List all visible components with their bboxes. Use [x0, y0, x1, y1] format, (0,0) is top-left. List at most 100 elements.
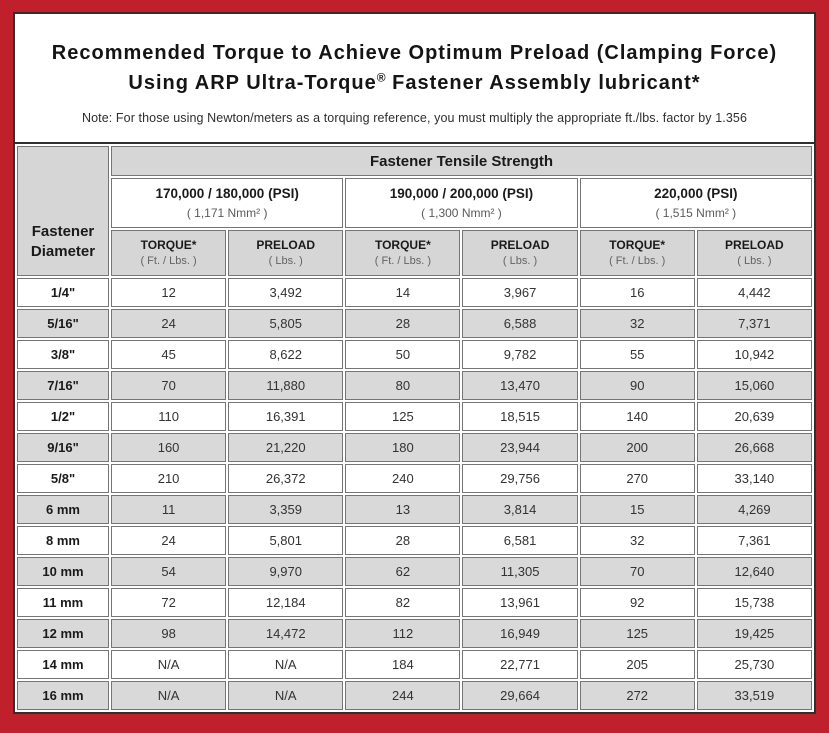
value-cell: 5,805: [228, 309, 344, 338]
psi-value: 170,000 / 180,000 (PSI): [155, 186, 299, 201]
value-cell: 29,664: [462, 681, 578, 710]
table-wrap: Fastener Diameter Fastener Tensile Stren…: [15, 142, 814, 712]
diameter-cell: 14 mm: [17, 650, 109, 679]
value-cell: 54: [111, 557, 227, 586]
value-cell: 9,970: [228, 557, 344, 586]
torque-column-header: TORQUE* ( Ft. / Lbs. ): [111, 230, 227, 276]
value-cell: 23,944: [462, 433, 578, 462]
table-row: 5/16" 24 5,805 28 6,588 32 7,371: [17, 309, 812, 338]
value-cell: 180: [345, 433, 461, 462]
value-cell: 3,492: [228, 278, 344, 307]
value-cell: 92: [579, 588, 695, 617]
value-cell: 24: [111, 526, 227, 555]
tensile-strength-row: Fastener Diameter Fastener Tensile Stren…: [17, 146, 812, 276]
value-cell: 244: [345, 681, 461, 710]
value-cell: 15: [579, 495, 695, 524]
column-unit: ( Lbs. ): [268, 255, 303, 267]
column-unit: ( Lbs. ): [502, 255, 538, 267]
value-cell: 14: [345, 278, 461, 307]
torque-column-header: TORQUE* ( Ft. / Lbs. ): [345, 230, 461, 276]
value-cell: 4,442: [696, 278, 812, 307]
diameter-cell: 7/16": [17, 371, 109, 400]
column-unit: ( Ft. / Lbs. ): [609, 255, 666, 267]
value-cell: 14,472: [228, 619, 344, 648]
fastener-diameter-line-2: Diameter: [30, 243, 96, 260]
table-row: 9/16" 160 21,220 180 23,944 200 26,668: [17, 433, 812, 462]
value-cell: N/A: [111, 681, 227, 710]
value-cell: 7,361: [696, 526, 812, 555]
value-cell: 82: [345, 588, 461, 617]
value-cell: 33,140: [696, 464, 812, 493]
column-label: TORQUE*: [374, 238, 431, 252]
table-row: 10 mm 54 9,970 62 11,305 70 12,640: [17, 557, 812, 586]
value-cell: 28: [345, 309, 461, 338]
value-cell: 20,639: [696, 402, 812, 431]
diameter-cell: 1/2": [17, 402, 109, 431]
table-row: 1/2" 110 16,391 125 18,515 140 20,639: [17, 402, 812, 431]
value-cell: 11: [111, 495, 227, 524]
value-cell: 24: [111, 309, 227, 338]
fastener-diameter-line-1: Fastener: [31, 223, 95, 240]
value-cell: 33,519: [696, 681, 812, 710]
title-line-1: Recommended Torque to Achieve Optimum Pr…: [51, 42, 778, 64]
value-cell: 184: [345, 650, 461, 679]
diameter-cell: 9/16": [17, 433, 109, 462]
nmm-value: ( 1,171 Nmm² ): [186, 206, 268, 220]
psi-value: 220,000 (PSI): [654, 186, 738, 201]
value-cell: 200: [579, 433, 695, 462]
value-cell: 25,730: [696, 650, 812, 679]
fastener-diameter-header: Fastener Diameter: [17, 146, 109, 276]
table-row: 8 mm 24 5,801 28 6,581 32 7,361: [17, 526, 812, 555]
value-cell: 5,801: [228, 526, 344, 555]
value-cell: N/A: [228, 681, 344, 710]
value-cell: N/A: [111, 650, 227, 679]
value-cell: 140: [579, 402, 695, 431]
column-label: PRELOAD: [256, 238, 316, 252]
diameter-cell: 10 mm: [17, 557, 109, 586]
value-cell: 16,949: [462, 619, 578, 648]
psi-group-row: 170,000 / 180,000 (PSI) ( 1,171 Nmm² ) 1…: [17, 178, 812, 228]
value-cell: 13: [345, 495, 461, 524]
table-row: 14 mm N/A N/A 184 22,771 205 25,730: [17, 650, 812, 679]
value-cell: 45: [111, 340, 227, 369]
diameter-cell: 6 mm: [17, 495, 109, 524]
value-cell: 11,880: [228, 371, 344, 400]
nmm-value: ( 1,515 Nmm² ): [655, 206, 737, 220]
value-cell: 55: [579, 340, 695, 369]
value-cell: 110: [111, 402, 227, 431]
value-cell: 12,640: [696, 557, 812, 586]
nmm-value: ( 1,300 Nmm² ): [421, 206, 502, 220]
value-cell: 16,391: [228, 402, 344, 431]
value-cell: 11,305: [462, 557, 578, 586]
title-line-2: Using ARP Ultra-Torque: [128, 72, 377, 94]
psi-value: 190,000 / 200,000 (PSI): [389, 186, 534, 201]
value-cell: N/A: [228, 650, 344, 679]
value-cell: 13,470: [462, 371, 578, 400]
value-cell: 28: [345, 526, 461, 555]
value-cell: 21,220: [228, 433, 344, 462]
column-label: PRELOAD: [490, 238, 550, 252]
value-cell: 210: [111, 464, 227, 493]
table-body: 1/4" 12 3,492 14 3,967 16 4,442 5/16" 24 5,805 28 6…: [17, 278, 812, 710]
value-cell: 15,060: [696, 371, 812, 400]
value-cell: 270: [579, 464, 695, 493]
value-cell: 16: [579, 278, 695, 307]
value-cell: 18,515: [462, 402, 578, 431]
registered-trademark-symbol: ®: [376, 70, 386, 85]
value-cell: 26,668: [696, 433, 812, 462]
value-cell: 32: [579, 309, 695, 338]
psi-group-190-200: 190,000 / 200,000 (PSI) ( 1,300 Nmm² ): [345, 178, 578, 228]
value-cell: 70: [111, 371, 227, 400]
value-cell: 6,588: [462, 309, 578, 338]
title-line-2-end: Fastener Assembly lubricant*: [385, 72, 701, 94]
column-label: TORQUE*: [140, 238, 197, 252]
value-cell: 205: [579, 650, 695, 679]
value-cell: 160: [111, 433, 227, 462]
value-cell: 7,371: [696, 309, 812, 338]
preload-column-header: PRELOAD ( Lbs. ): [228, 230, 344, 276]
value-cell: 125: [345, 402, 461, 431]
diameter-cell: 16 mm: [17, 681, 109, 710]
column-unit: ( Ft. / Lbs. ): [140, 255, 197, 267]
page-title: Recommended Torque to Achieve Optimum Pr…: [15, 38, 814, 98]
